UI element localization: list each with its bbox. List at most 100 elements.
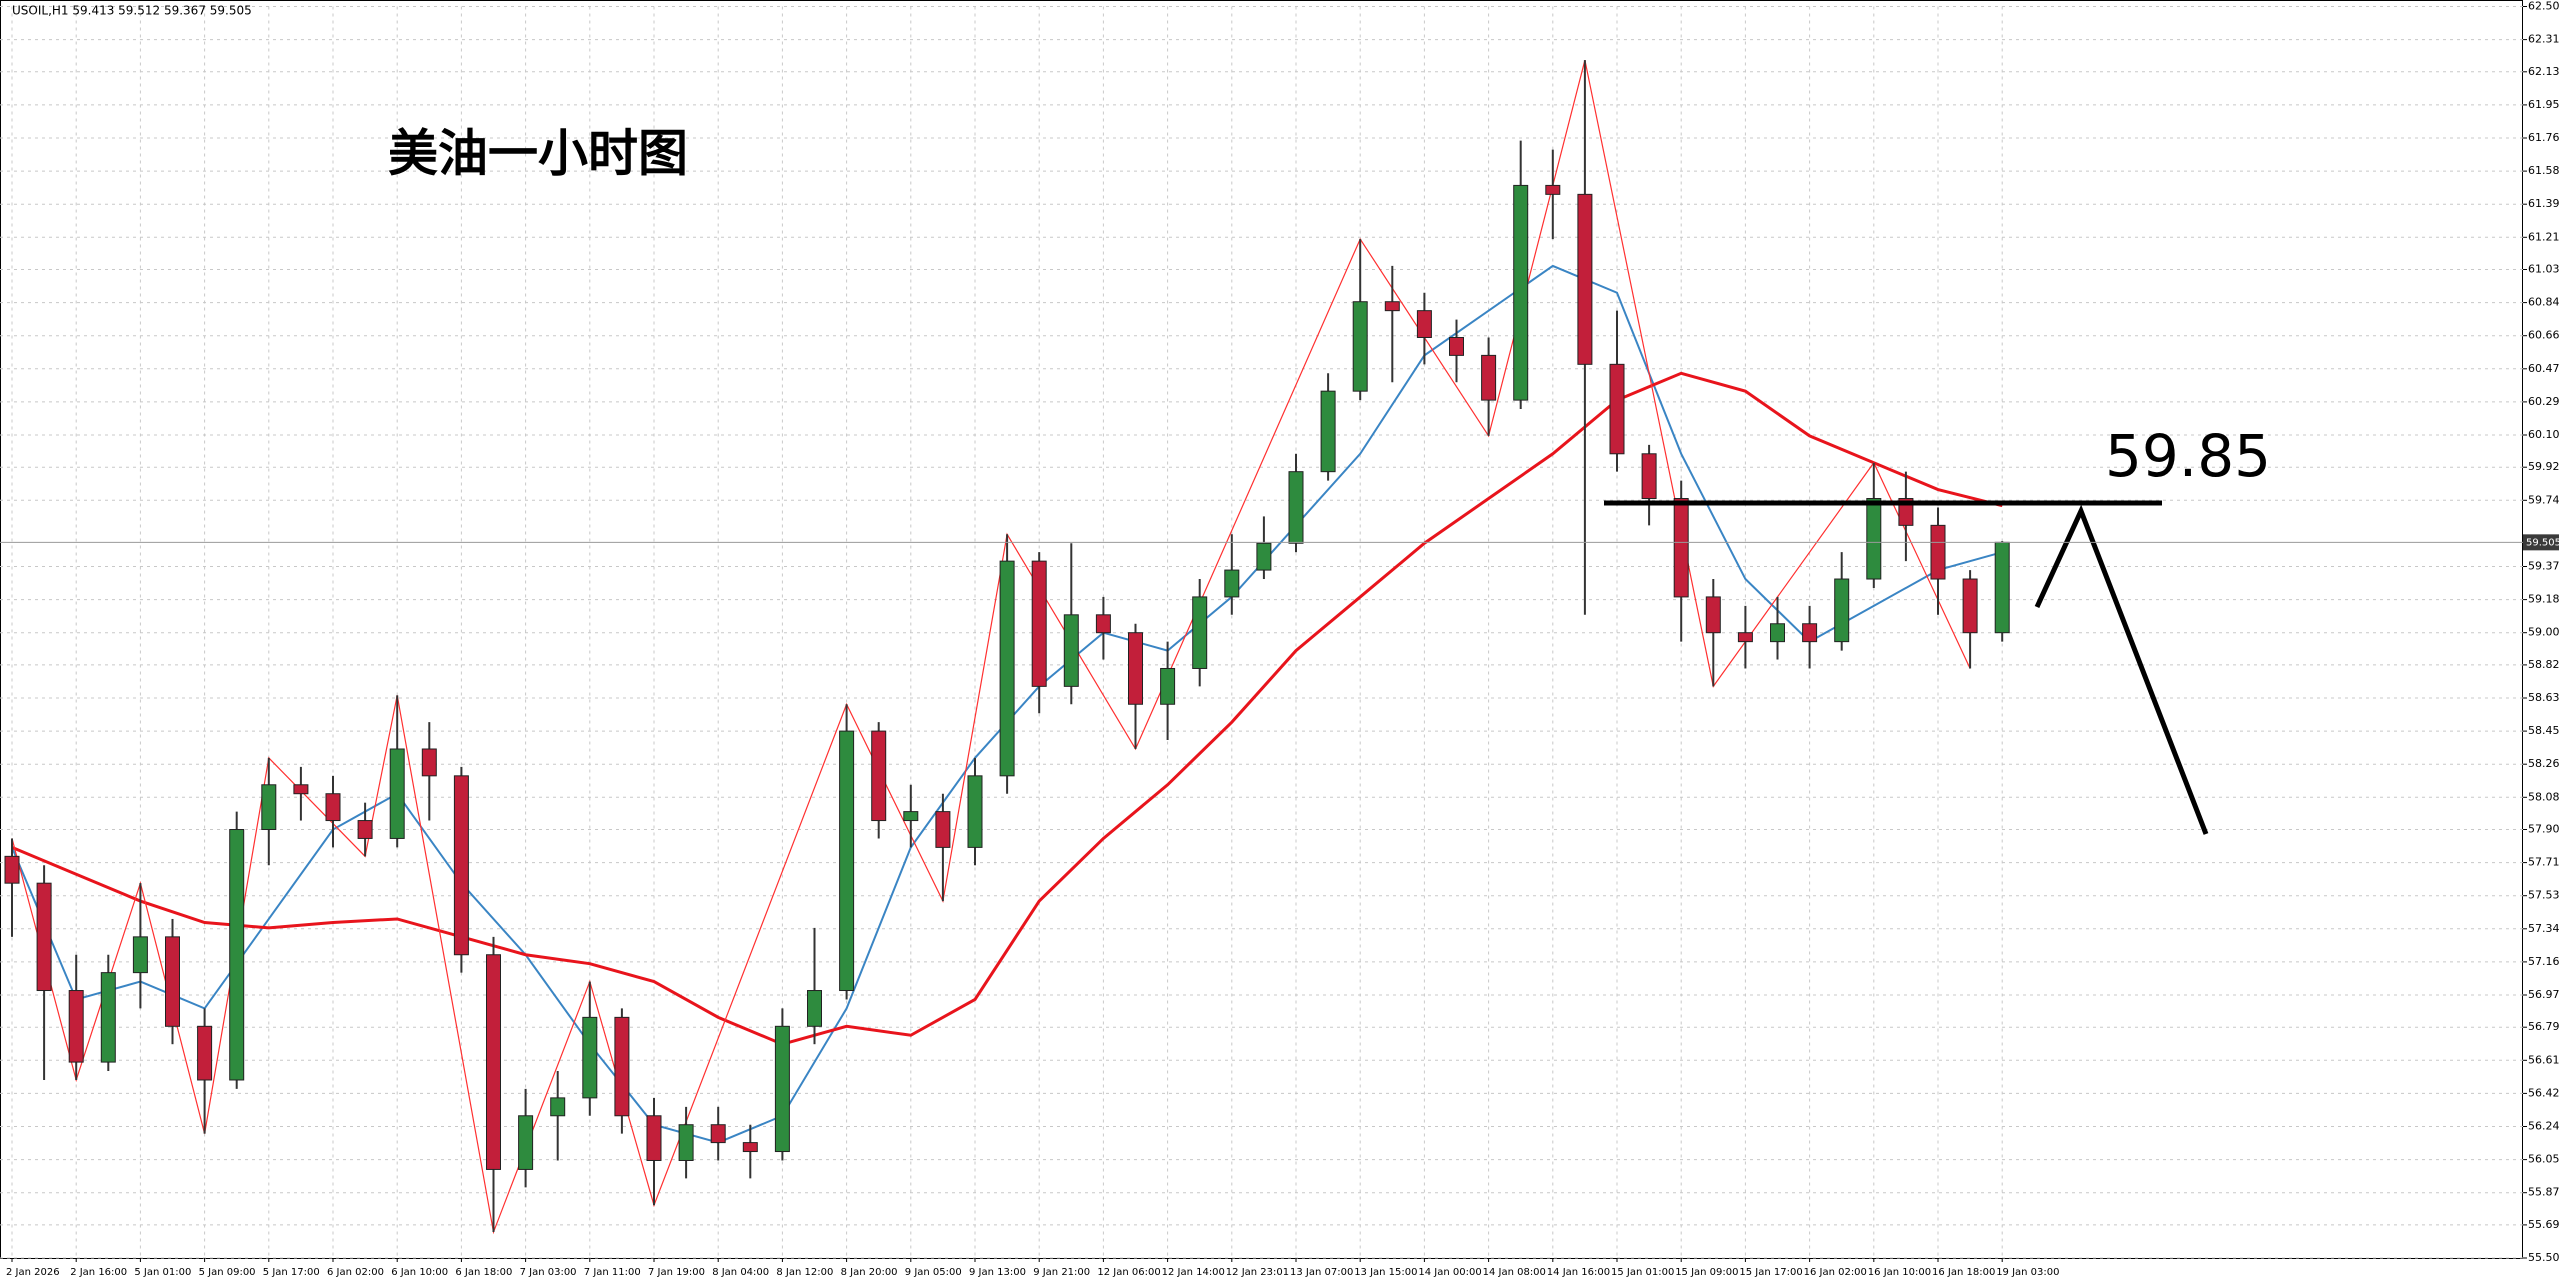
candle-body (1192, 596, 1208, 669)
y-tick-label: 61.580 (2528, 164, 2559, 177)
x-tick-label: 12 Jan 14:00 (1162, 1267, 1225, 1278)
candle-body (550, 1097, 566, 1117)
candle-body (1737, 632, 1753, 643)
x-tick-label: 16 Jan 18:00 (1932, 1267, 1995, 1278)
candle-body (486, 954, 501, 1170)
candle-body (1866, 498, 1882, 580)
candle-body (1770, 623, 1785, 643)
candle-body (1962, 578, 1978, 634)
candle-body (1384, 301, 1400, 312)
candle-body (582, 1016, 598, 1099)
y-tick-label: 59.185 (2528, 593, 2559, 606)
y-tick-label: 56.975 (2528, 988, 2559, 1001)
marks (4, 60, 2010, 1235)
x-tick-label: 2 Jan 16:00 (70, 1267, 127, 1278)
candle-body (261, 784, 277, 831)
x-tick-label: 12 Jan 23:01 (1226, 1267, 1289, 1278)
candle-body (518, 1115, 534, 1170)
candle-body (903, 811, 919, 822)
candle-body (742, 1142, 758, 1153)
candle-body (1320, 390, 1336, 473)
x-tick-label: 16 Jan 10:00 (1868, 1267, 1931, 1278)
candle-body (1224, 569, 1240, 598)
candle-body (1449, 336, 1464, 356)
x-tick-label: 5 Jan 01:00 (134, 1267, 191, 1278)
x-tick-label: 14 Jan 00:00 (1418, 1267, 1481, 1278)
candle-body (935, 811, 951, 848)
candle-body (774, 1025, 790, 1153)
y-tick-label: 62.315 (2528, 33, 2559, 46)
x-tick-label: 13 Jan 15:00 (1354, 1267, 1417, 1278)
candle-body (325, 793, 341, 822)
y-tick-label: 58.080 (2528, 790, 2559, 803)
y-tick-label: 59.740 (2528, 493, 2559, 506)
candle-body (36, 882, 52, 992)
candle-body (197, 1025, 213, 1081)
candle-body (1994, 541, 2010, 634)
y-tick-label: 59.925 (2528, 460, 2559, 473)
candle-body (999, 560, 1015, 777)
x-tick-label: 6 Jan 18:00 (455, 1267, 512, 1278)
candle-body (229, 829, 245, 1081)
x-tick-label: 15 Jan 01:00 (1611, 1267, 1674, 1278)
drawn-arrow (2034, 504, 2209, 835)
x-tick-label: 12 Jan 06:00 (1097, 1267, 1160, 1278)
candle-body (1256, 542, 1272, 571)
candle-body (1545, 184, 1561, 195)
y-tick-label: 56.795 (2528, 1020, 2559, 1033)
candle-body (1160, 667, 1176, 705)
y-tick-label: 57.530 (2528, 889, 2559, 902)
candle-body (1352, 301, 1368, 392)
x-tick-label: 5 Jan 09:00 (199, 1267, 256, 1278)
y-tick-label: 57.900 (2528, 823, 2559, 836)
candle-body (1063, 614, 1079, 687)
y-tick-label: 56.425 (2528, 1086, 2559, 1099)
y-tick-label: 56.240 (2528, 1119, 2559, 1132)
x-tick-label: 15 Jan 17:00 (1739, 1267, 1802, 1278)
y-tick-label: 61.950 (2528, 98, 2559, 111)
x-tick-label: 14 Jan 08:00 (1483, 1267, 1546, 1278)
price-label: 59.505 (2526, 537, 2559, 548)
x-tick-label: 8 Jan 12:00 (776, 1267, 833, 1278)
y-tick-label: 60.845 (2528, 296, 2559, 309)
candle-body (68, 990, 84, 1063)
annotation: 美油一小时图 (388, 125, 688, 183)
candle-body (1673, 498, 1689, 598)
candle-body (871, 730, 887, 822)
candle-body (1031, 560, 1047, 687)
y-tick-label: 57.345 (2528, 922, 2559, 935)
y-tick-label: 55.870 (2528, 1186, 2559, 1199)
candle-body (1577, 193, 1593, 365)
x-tick-label: 8 Jan 04:00 (712, 1267, 769, 1278)
y-tick-label: 56.055 (2528, 1153, 2559, 1166)
y-tick-label: 55.505 (2528, 1251, 2559, 1264)
candle-body (1705, 596, 1721, 634)
candle-body (1481, 354, 1497, 401)
candle-body (132, 936, 148, 974)
y-tick-label: 61.030 (2528, 263, 2559, 276)
candle-body (646, 1115, 662, 1161)
candle-body (1609, 363, 1625, 455)
candle-body (967, 775, 983, 848)
y-tick-label: 58.265 (2528, 757, 2559, 770)
y-tick-label: 55.690 (2528, 1218, 2559, 1231)
y-tick-label: 57.160 (2528, 955, 2559, 968)
candle-body (1641, 453, 1657, 500)
x-tick-label: 13 Jan 07:00 (1290, 1267, 1353, 1278)
candle-body (1513, 184, 1529, 401)
y-tick-label: 61.765 (2528, 131, 2559, 144)
candle-body (1834, 578, 1850, 643)
chart-title: USOIL,H1 59.413 59.512 59.367 59.505 (12, 4, 252, 18)
x-tick-label: 5 Jan 17:00 (263, 1267, 320, 1278)
y-tick-label: 60.660 (2528, 329, 2559, 342)
x-tick-label: 7 Jan 03:00 (520, 1267, 577, 1278)
y-tick-label: 60.475 (2528, 362, 2559, 375)
x-tick-label: 16 Jan 02:00 (1804, 1267, 1867, 1278)
candle-body (357, 820, 373, 839)
y-tick-label: 59.000 (2528, 626, 2559, 639)
x-tick-label: 6 Jan 02:00 (327, 1267, 384, 1278)
x-tick-label: 14 Jan 16:00 (1547, 1267, 1610, 1278)
candle-body (293, 784, 309, 795)
y-tick-label: 59.370 (2528, 559, 2559, 572)
y-tick-label: 58.635 (2528, 691, 2559, 704)
